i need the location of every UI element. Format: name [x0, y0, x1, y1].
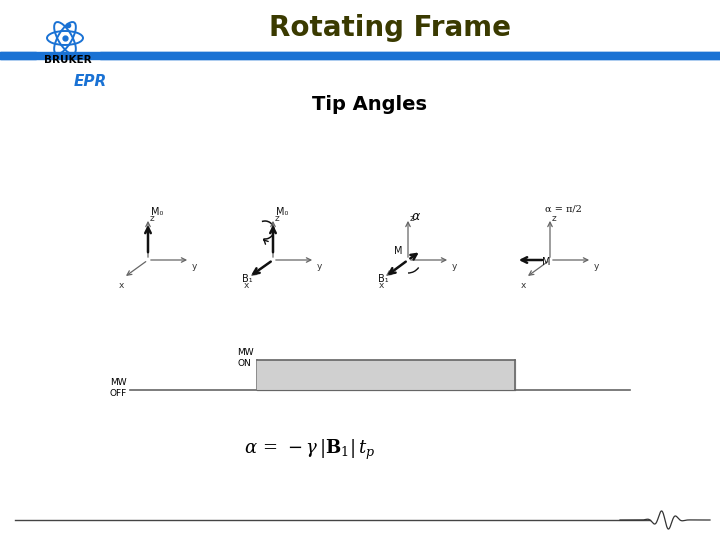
Text: y: y	[317, 262, 323, 271]
Bar	[0, 0, 720, 75]
Text: α: α	[412, 210, 420, 223]
Text: B₁: B₁	[378, 274, 389, 284]
Text: x: x	[521, 281, 526, 289]
Text: z: z	[150, 214, 155, 223]
Text: x: x	[119, 281, 124, 289]
Text: M: M	[394, 246, 402, 256]
Text: α = π/2: α = π/2	[545, 205, 582, 214]
Text: B₁: B₁	[242, 274, 253, 284]
Text: MW
OFF: MW OFF	[109, 378, 127, 398]
Text: z: z	[552, 214, 557, 223]
Text: EPR: EPR	[73, 75, 107, 90]
Bar	[0, 52, 36, 59]
Text: $\alpha\,=\,-\gamma\,|\mathbf{B}_1|\,t_p$: $\alpha\,=\,-\gamma\,|\mathbf{B}_1|\,t_p…	[244, 438, 376, 462]
Text: y: y	[192, 262, 197, 271]
Text: z: z	[275, 214, 280, 223]
Text: y: y	[452, 262, 457, 271]
Text: x: x	[243, 281, 249, 289]
Text: M₀: M₀	[276, 207, 289, 217]
Text: z: z	[410, 214, 415, 223]
Text: BRUKER: BRUKER	[44, 55, 92, 65]
Text: y: y	[594, 262, 599, 271]
Text: Rotating Frame: Rotating Frame	[269, 14, 511, 42]
Text: x: x	[379, 281, 384, 289]
Text: M₀: M₀	[151, 207, 163, 217]
Text: M: M	[542, 257, 551, 267]
Bar	[0, 52, 720, 59]
Text: MW
ON: MW ON	[238, 348, 254, 368]
Text: Tip Angles: Tip Angles	[312, 96, 428, 114]
Bar	[100, 52, 720, 59]
Bar	[257, 360, 515, 390]
